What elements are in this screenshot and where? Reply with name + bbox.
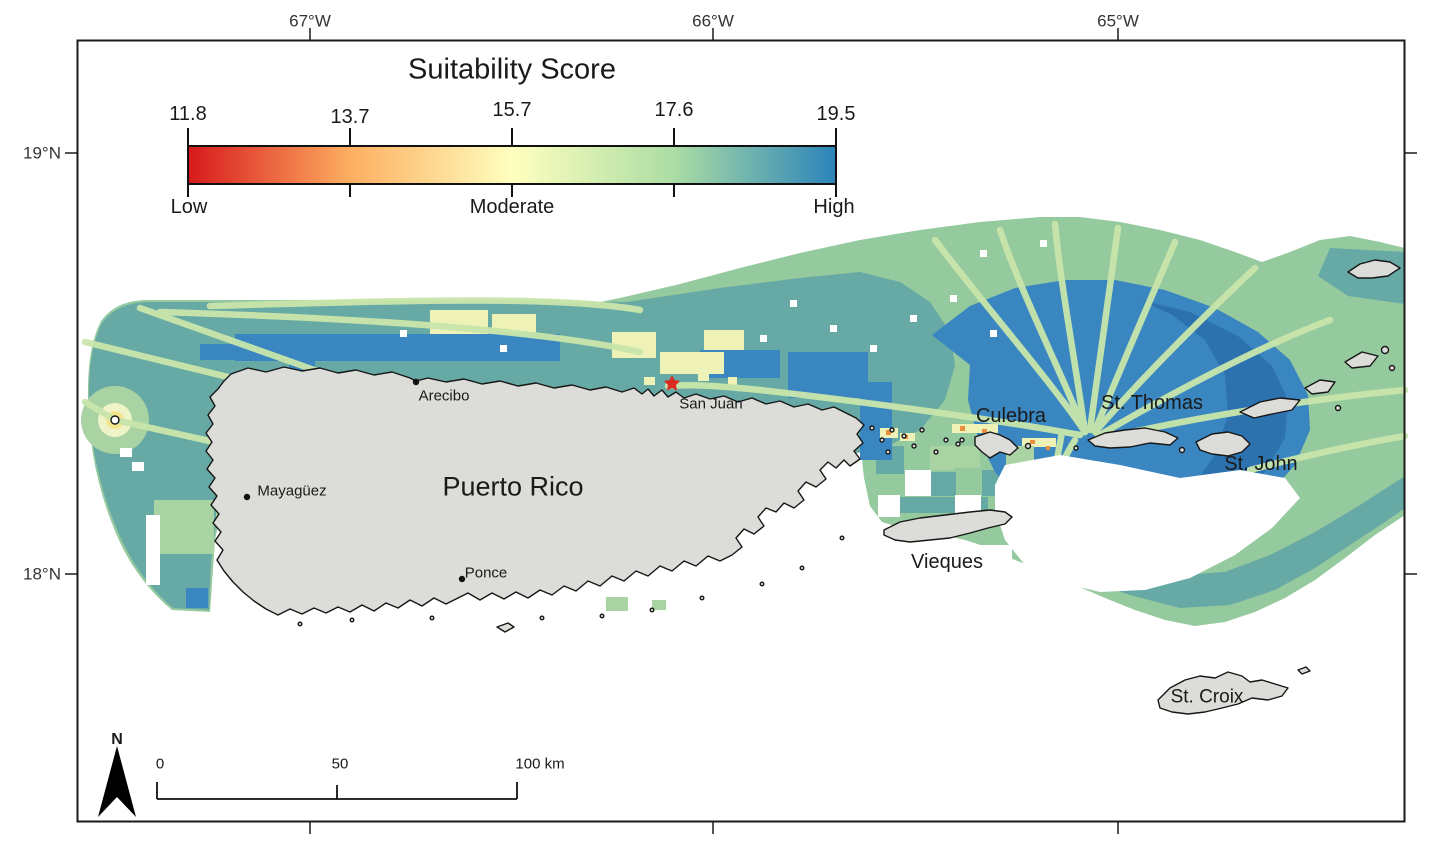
label-puerto-rico: Puerto Rico bbox=[442, 471, 584, 502]
city-dot-arecibo bbox=[412, 378, 420, 386]
label-san-juan: San Juan bbox=[679, 395, 743, 413]
label-culebra: Culebra bbox=[975, 405, 1047, 427]
legend-label-moderate: Moderate bbox=[469, 196, 555, 218]
label-arecibo: Arecibo bbox=[418, 387, 470, 405]
label-ponce: Ponce bbox=[464, 564, 508, 582]
island-desecheo bbox=[110, 415, 120, 425]
san-juan-star-marker bbox=[664, 375, 680, 391]
map-frame bbox=[65, 28, 1417, 834]
label-vieques: Vieques bbox=[911, 551, 983, 573]
island-st-john bbox=[1195, 431, 1251, 457]
legend-title: Suitability Score bbox=[408, 53, 616, 86]
label-st-john: St. John bbox=[1224, 453, 1298, 475]
scale-bar bbox=[156, 782, 518, 800]
island-puerto-rico bbox=[205, 366, 865, 616]
city-dot-ponce bbox=[458, 575, 466, 583]
legend-label-high: High bbox=[813, 196, 855, 218]
legend-tick-1: 13.7 bbox=[330, 106, 370, 128]
axis-label-67w: 67°W bbox=[289, 11, 331, 31]
scale-label-50: 50 bbox=[331, 755, 349, 773]
axis-label-65w: 65°W bbox=[1097, 11, 1139, 31]
legend-label-low: Low bbox=[170, 196, 208, 218]
legend-tick-4: 19.5 bbox=[816, 103, 856, 125]
city-dot-mayaguez bbox=[243, 493, 251, 501]
label-st-croix: St. Croix bbox=[1170, 686, 1244, 708]
axis-label-18n: 18°N bbox=[23, 564, 61, 584]
scale-label-100km: 100 km bbox=[515, 755, 565, 773]
island-st-croix bbox=[1157, 671, 1289, 715]
island-st-thomas bbox=[1087, 427, 1179, 449]
raster-nodata-holes bbox=[120, 240, 1300, 641]
shipping-lanes bbox=[81, 220, 1409, 564]
label-mayaguez: Mayagüez bbox=[257, 482, 327, 500]
north-arrow-label: N bbox=[111, 731, 123, 748]
scale-label-0: 0 bbox=[155, 755, 165, 773]
island-culebra bbox=[974, 431, 1019, 459]
islands bbox=[110, 259, 1401, 715]
axis-label-19n: 19°N bbox=[23, 143, 61, 163]
legend-colorbar bbox=[187, 128, 837, 197]
legend-tick-0: 11.8 bbox=[169, 103, 207, 125]
axis-label-66w: 66°W bbox=[692, 11, 734, 31]
legend-tick-2: 15.7 bbox=[492, 99, 532, 121]
island-anegada bbox=[1347, 259, 1401, 279]
legend-tick-3: 17.6 bbox=[654, 99, 694, 121]
label-st-thomas: St. Thomas bbox=[1101, 392, 1203, 414]
island-vieques bbox=[883, 509, 1013, 543]
city-markers bbox=[243, 378, 466, 583]
north-arrow bbox=[98, 746, 136, 817]
